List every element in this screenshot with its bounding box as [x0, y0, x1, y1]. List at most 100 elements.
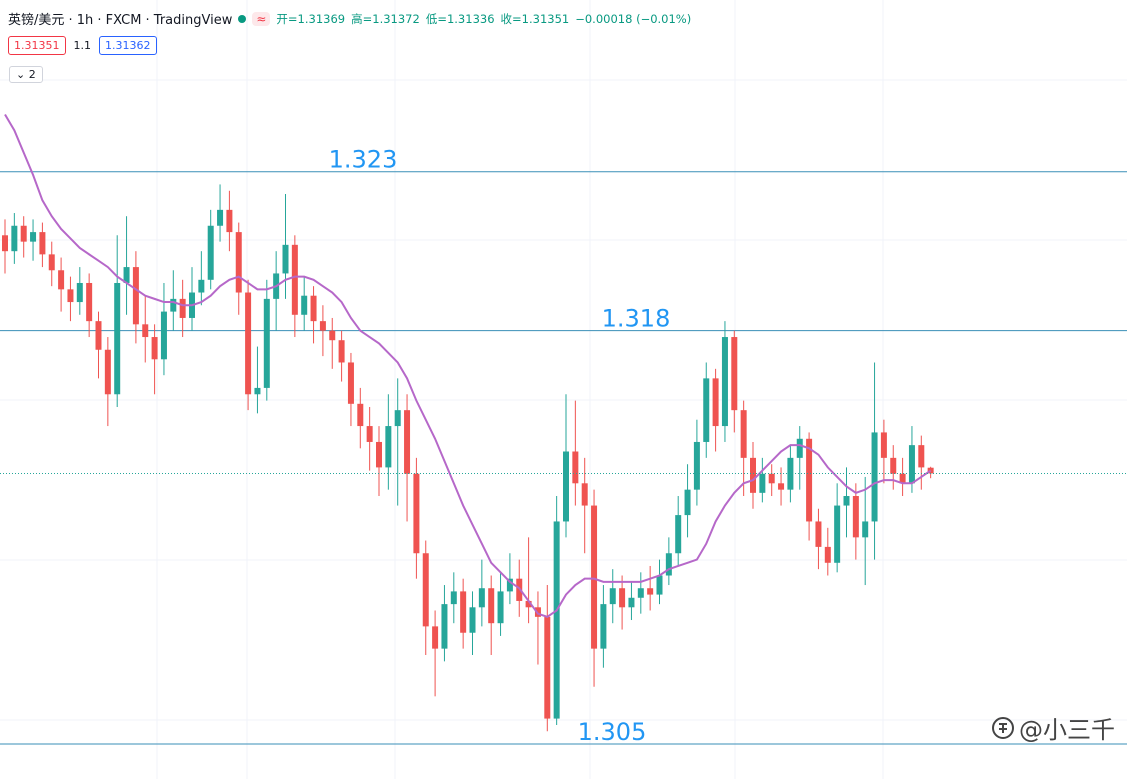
candle-body	[497, 591, 504, 624]
candle-body	[880, 432, 887, 458]
candle-body	[432, 626, 439, 649]
candle-body	[768, 473, 775, 484]
candle-body	[385, 426, 392, 468]
candle-body	[488, 588, 495, 624]
candle-body	[778, 483, 785, 490]
candle-body	[899, 473, 906, 484]
badge[interactable]: ≈	[252, 11, 271, 26]
candle-body	[347, 362, 354, 404]
candle-body	[591, 505, 598, 649]
candle-body	[675, 515, 682, 554]
candle-body	[226, 209, 233, 233]
watermark-text: @小三千	[1019, 716, 1115, 744]
candle-body	[852, 496, 859, 538]
symbol: 英镑/美元 · 1h · FXCM · TradingView	[8, 13, 233, 28]
level-label: 1.323	[329, 146, 398, 174]
candle-body	[319, 321, 326, 331]
candle-body	[20, 225, 27, 242]
candle-body	[478, 588, 485, 608]
candle-body	[151, 337, 158, 360]
candle-body	[553, 521, 560, 719]
ohlc-low: 低=1.31336	[425, 11, 495, 26]
candle-body	[740, 410, 747, 458]
candle-body	[142, 324, 149, 338]
candle-body	[759, 473, 766, 493]
candle-body	[404, 410, 411, 474]
candle-body	[11, 225, 18, 252]
candle-body	[721, 337, 728, 427]
watermark-icon	[992, 716, 1014, 739]
candle-body	[123, 267, 130, 283]
candle-body	[862, 521, 869, 538]
candle-body	[254, 387, 261, 395]
bid[interactable]: 1.31351	[8, 36, 66, 55]
candle-body	[357, 403, 364, 427]
candle-body	[712, 378, 719, 427]
collapse-button[interactable]: ⌄ 2	[9, 66, 43, 83]
candle-body	[170, 298, 177, 312]
candle-body	[329, 330, 336, 341]
candle-body	[413, 473, 420, 554]
candle-body	[731, 337, 738, 411]
candle-body	[58, 270, 65, 290]
candle-body	[787, 457, 794, 490]
ohlc-change: −0.00018 (−0.01%)	[575, 11, 692, 26]
candle-body	[86, 282, 93, 322]
candle-body	[628, 597, 635, 608]
candle-body	[647, 588, 654, 595]
candle-body	[338, 340, 345, 363]
candle-body	[76, 282, 83, 303]
candle-body	[918, 445, 925, 468]
candle-body	[422, 553, 429, 627]
level-label: 1.305	[578, 718, 647, 746]
spread: 1.1	[73, 39, 92, 52]
collapse-count: 2	[28, 68, 36, 81]
chevron: ⌄	[16, 68, 29, 81]
candle-body	[843, 496, 850, 506]
candle-body	[703, 378, 710, 442]
candle-body	[198, 279, 205, 293]
candle-body	[563, 451, 569, 522]
candle-body	[460, 591, 467, 633]
candle-body	[39, 232, 46, 255]
candle-body	[506, 578, 513, 592]
candle-body	[890, 457, 897, 474]
candle-body	[179, 298, 186, 318]
moving-average	[4, 113, 932, 618]
candle-body	[600, 604, 607, 649]
candle-body	[263, 298, 270, 388]
candle-body	[2, 235, 8, 252]
candle-body	[525, 600, 532, 608]
header: 英镑/美元 · 1h · FXCM · TradingView ≈ 开=1.31…	[8, 9, 691, 28]
ask[interactable]: 1.31362	[99, 36, 157, 55]
candle-body	[104, 349, 111, 395]
candle-body	[796, 438, 803, 458]
candle-body	[282, 244, 289, 274]
candle-body	[207, 225, 214, 280]
candle-body	[834, 505, 841, 563]
candle-body	[806, 438, 813, 522]
ohlc-high: 高=1.31372	[351, 11, 420, 26]
candle-body	[217, 209, 224, 226]
candle-body	[581, 483, 588, 506]
candle-body	[637, 588, 644, 598]
candle-body	[310, 295, 317, 322]
candle-body	[245, 292, 252, 395]
candle-body	[684, 489, 691, 516]
candle-body	[450, 591, 457, 605]
candle-body	[656, 575, 663, 595]
candle-body	[609, 588, 616, 605]
candle-body	[750, 457, 756, 493]
candle-body	[441, 604, 448, 649]
candle-body	[291, 244, 298, 315]
candle-body	[366, 426, 373, 442]
candle-body	[114, 282, 121, 395]
candle-body	[693, 441, 700, 490]
candle-body	[619, 588, 626, 608]
quote-row: 1.31351 1.1 1.31362	[8, 36, 157, 55]
candle-body	[48, 254, 55, 271]
candle-body	[572, 451, 579, 484]
candle-body	[132, 267, 139, 325]
